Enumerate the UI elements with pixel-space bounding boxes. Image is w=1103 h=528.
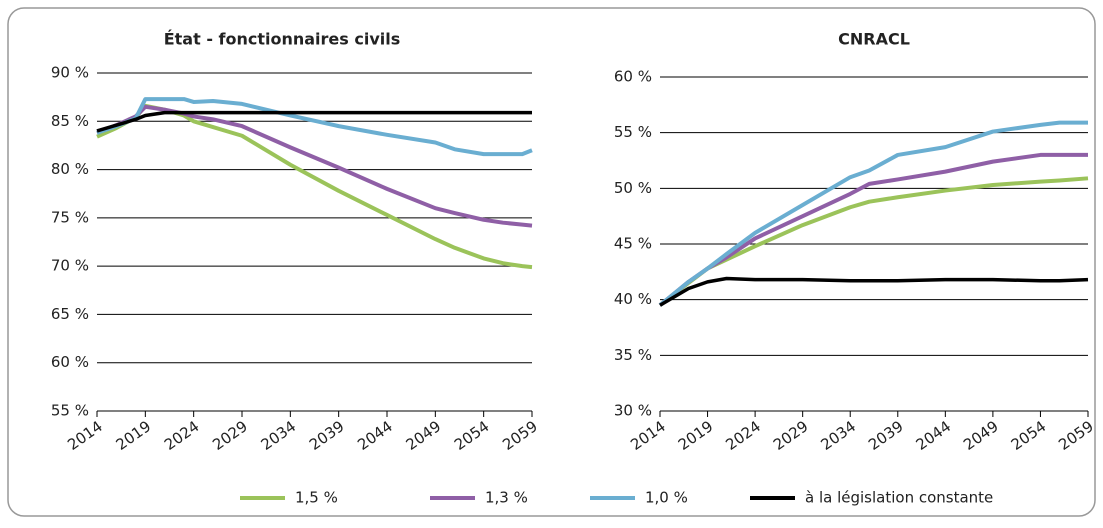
y-tick-label: 60 % <box>51 353 89 371</box>
series-line <box>96 110 532 133</box>
x-tick-label: 2014 <box>64 417 106 454</box>
y-tick-label: 40 % <box>614 290 652 308</box>
y-tick-label: 75 % <box>51 208 89 226</box>
x-tick-label: 2039 <box>865 417 907 454</box>
x-tick-label: 2054 <box>1008 417 1050 454</box>
x-tick-label: 2044 <box>913 417 955 454</box>
series-line <box>659 276 1089 307</box>
legend-label: à la législation constante <box>805 489 993 507</box>
legend-label: 1,5 % <box>295 489 338 507</box>
y-tick-label: 35 % <box>614 346 652 364</box>
chart-title: CNRACL <box>838 30 910 49</box>
series-line <box>96 103 533 270</box>
y-tick-label: 55 % <box>51 402 89 420</box>
x-tick-label: 2024 <box>722 417 764 454</box>
legend-label: 1,3 % <box>485 489 528 507</box>
series-line <box>96 104 533 228</box>
y-tick-label: 60 % <box>614 68 652 86</box>
y-tick-label: 65 % <box>51 305 89 323</box>
x-tick-label: 2019 <box>675 417 717 454</box>
chart-title: État - fonctionnaires civils <box>164 30 401 49</box>
y-tick-label: 50 % <box>614 179 652 197</box>
x-tick-label: 2029 <box>209 417 251 454</box>
legend-label: 1,0 % <box>645 489 688 507</box>
x-tick-label: 2044 <box>354 417 396 454</box>
series-line <box>96 97 533 157</box>
y-tick-label: 70 % <box>51 257 89 275</box>
y-tick-label: 55 % <box>614 123 652 141</box>
x-tick-label: 2034 <box>258 417 300 454</box>
x-tick-label: 2059 <box>499 417 541 454</box>
x-tick-label: 2054 <box>451 417 493 454</box>
series-line <box>658 176 1089 307</box>
y-tick-label: 30 % <box>614 402 652 420</box>
y-tick-label: 90 % <box>51 64 89 82</box>
x-tick-label: 2014 <box>627 417 669 454</box>
x-tick-label: 2029 <box>770 417 812 454</box>
x-tick-label: 2049 <box>960 417 1002 454</box>
x-tick-label: 2034 <box>817 417 859 454</box>
frame <box>7 7 1096 517</box>
series-line <box>658 120 1088 307</box>
series-line <box>658 152 1088 307</box>
x-tick-label: 2024 <box>161 417 203 454</box>
x-tick-label: 2049 <box>403 417 445 454</box>
x-tick-label: 2059 <box>1055 417 1097 454</box>
y-tick-label: 85 % <box>51 112 89 130</box>
x-tick-label: 2019 <box>113 417 155 454</box>
y-tick-label: 80 % <box>51 160 89 178</box>
y-tick-label: 45 % <box>614 235 652 253</box>
x-tick-label: 2039 <box>306 417 348 454</box>
